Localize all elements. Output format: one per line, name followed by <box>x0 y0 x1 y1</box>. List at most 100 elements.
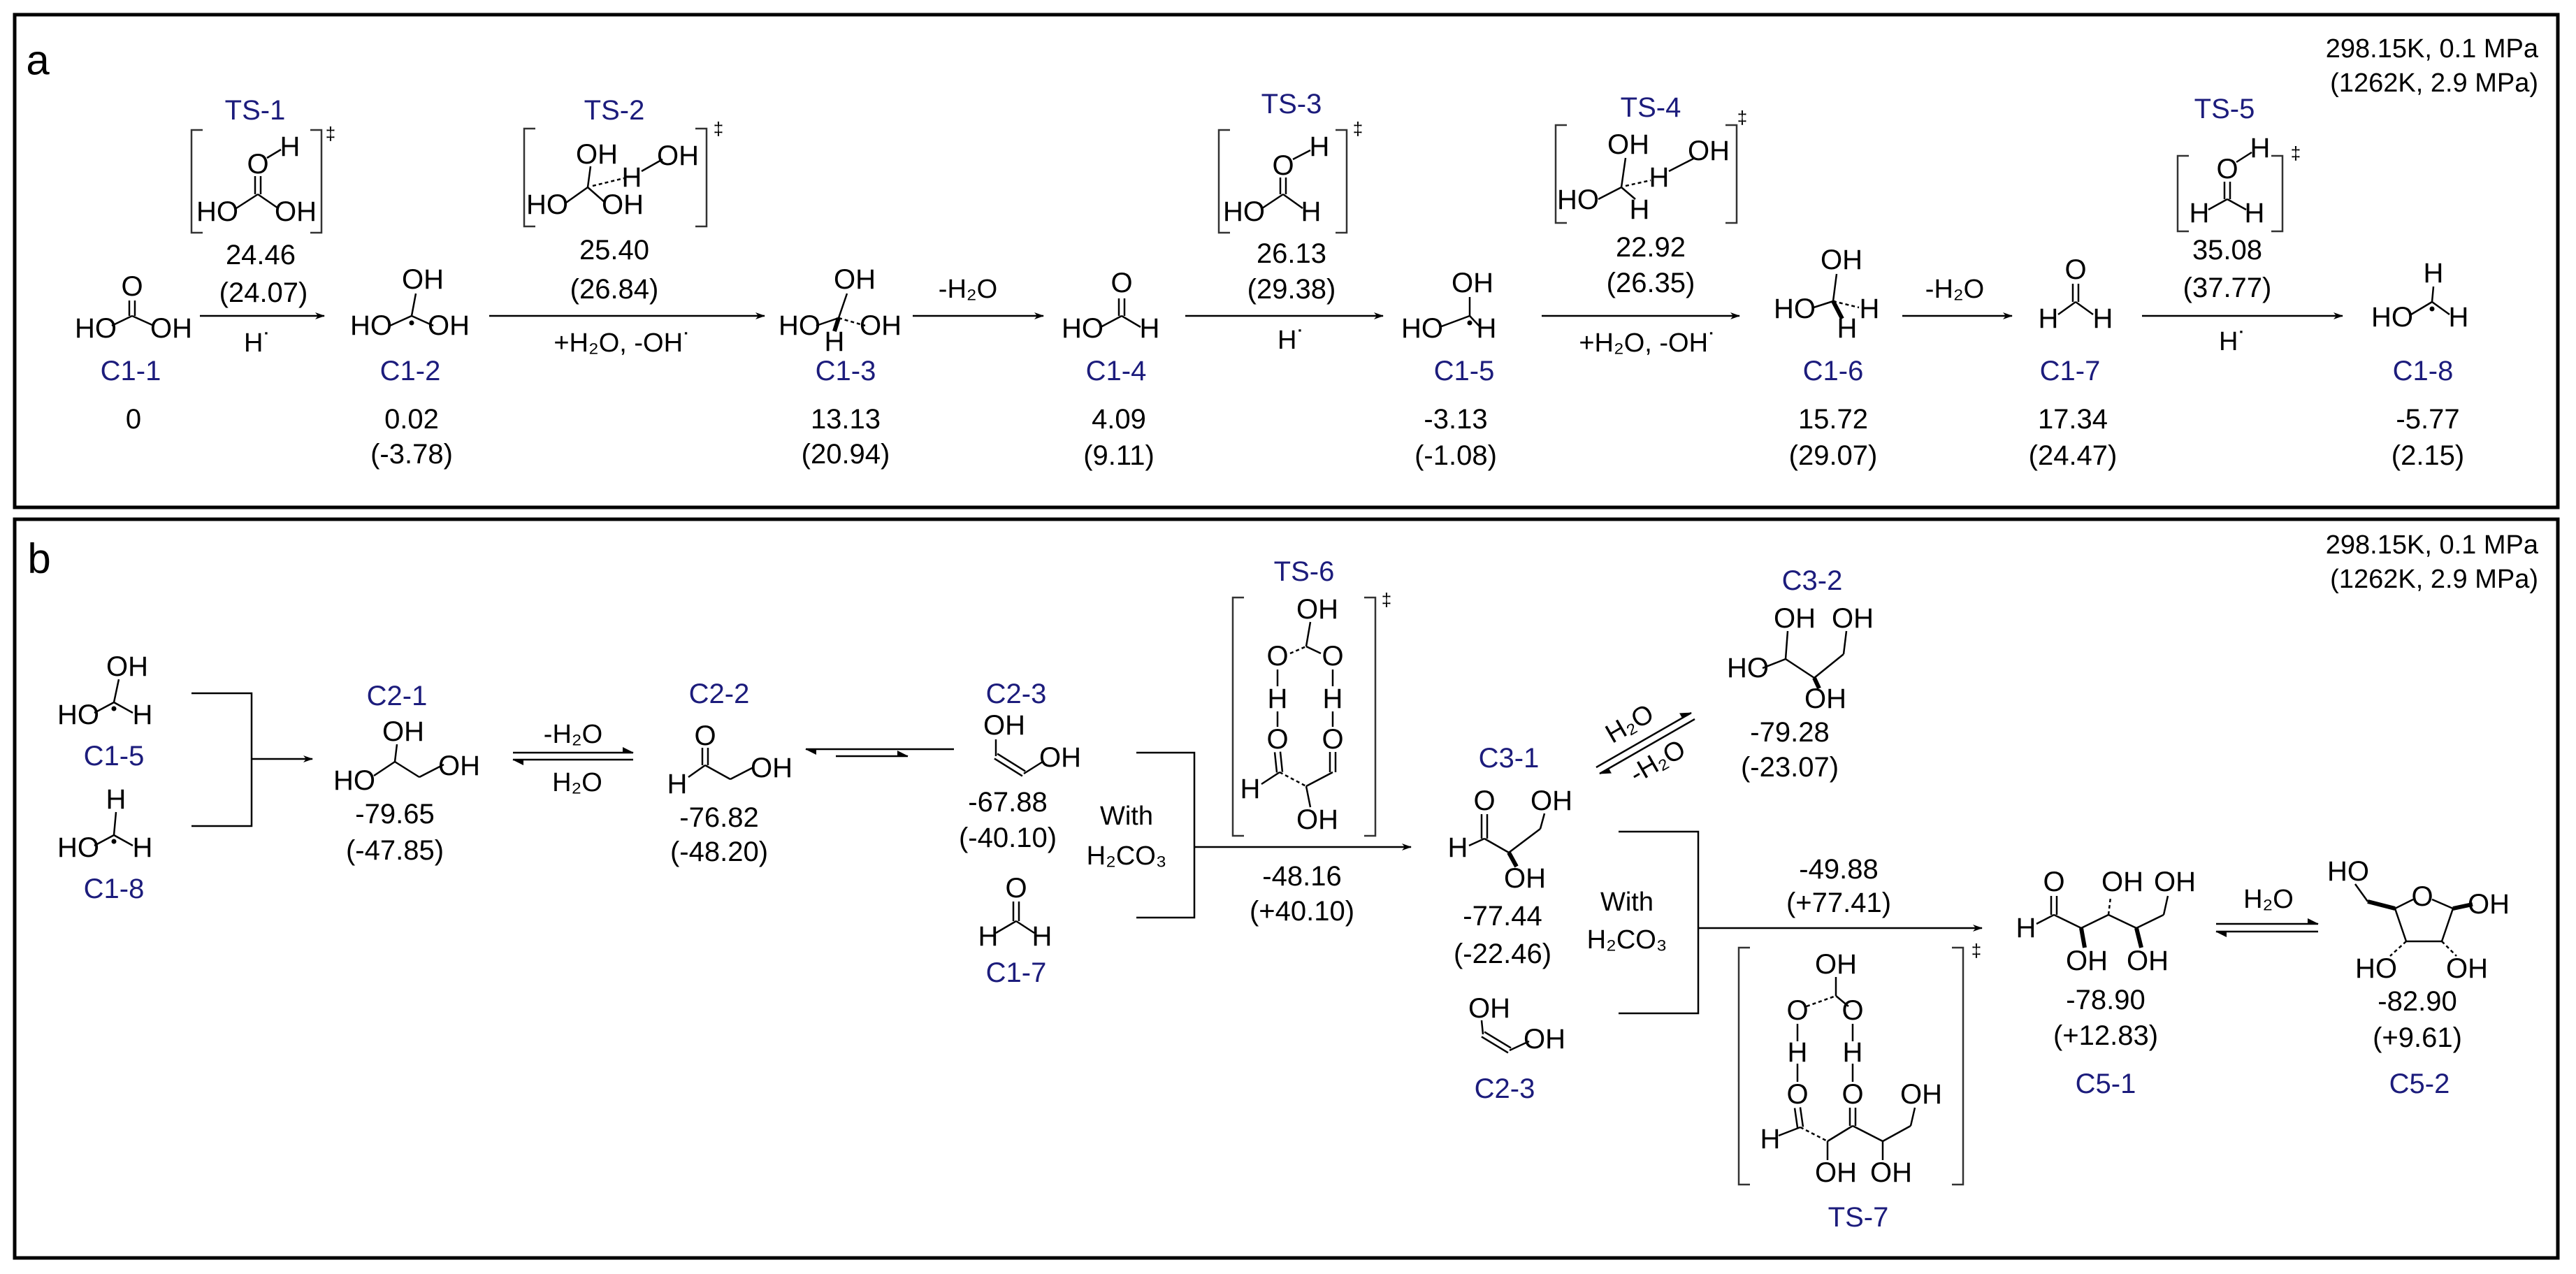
bond <box>236 193 259 210</box>
atom-label: OH <box>1296 594 1338 625</box>
atom-label: O <box>2411 881 2433 912</box>
atom-label: OH <box>602 189 644 220</box>
atom-label: H <box>2190 198 2210 229</box>
bond <box>1261 193 1284 210</box>
atom-label: O <box>2043 867 2064 897</box>
double-dagger-symbol: ‡ <box>326 123 335 144</box>
atom-label: OH <box>438 751 480 781</box>
atom-label: O <box>1322 641 1343 672</box>
energy-standard: -5.77 <box>2396 404 2459 435</box>
reaction-condition: H₂CO₃ <box>1087 841 1167 871</box>
compound-label: C1-5 <box>1434 356 1495 386</box>
atom-label: OH <box>1607 129 1649 160</box>
bond <box>1015 920 1035 934</box>
reaction-condition: H₂O <box>1600 699 1658 749</box>
atom-label: HO <box>333 765 375 796</box>
atom-label: O <box>247 149 268 180</box>
atom-label: OH <box>1900 1079 1942 1110</box>
atom-label: OH <box>1821 245 1862 275</box>
equilibrium-reverse <box>1599 718 1695 775</box>
ts-bracket-right <box>1725 124 1738 224</box>
ts-energy-high: (+40.10) <box>1250 896 1354 927</box>
bond <box>2394 908 2408 942</box>
bond <box>257 193 279 210</box>
energy-high: (29.07) <box>1789 440 1878 471</box>
double-dagger-symbol: ‡ <box>1353 118 1363 139</box>
atom-label: HO <box>779 310 820 341</box>
bond <box>2431 286 2435 303</box>
bond <box>1539 813 1546 830</box>
compound-label: C1-8 <box>2393 356 2454 386</box>
ts-energy-standard: 26.13 <box>1257 238 1326 269</box>
compound-label: C2-3 <box>1475 1073 1535 1104</box>
bond <box>389 314 412 327</box>
energy-high: (+12.83) <box>2053 1020 2158 1051</box>
atom-label: O <box>1266 724 1288 755</box>
bond <box>1282 193 1303 210</box>
atom-label: OH <box>1815 1157 1857 1188</box>
compound-label: C3-2 <box>1782 565 1843 596</box>
atom-label: HO <box>1774 294 1816 324</box>
atom-label: HO <box>526 189 568 220</box>
energy-standard: -67.88 <box>968 787 1047 818</box>
atom-label: HO <box>196 196 238 227</box>
transition-state-label: TS-5 <box>2194 94 2255 124</box>
bond <box>94 701 115 714</box>
reaction-condition: -H₂O <box>939 275 997 304</box>
atom-label: HO <box>1401 313 1443 344</box>
partial-bond <box>592 177 625 187</box>
ts-energy-standard: 24.46 <box>226 240 296 270</box>
atom-label: OH <box>1870 1157 1912 1188</box>
bond <box>1439 314 1470 328</box>
bond <box>2136 913 2164 929</box>
atom-label: OH <box>860 310 902 341</box>
atom-label: H <box>280 131 301 162</box>
bond <box>410 293 417 317</box>
transition-state-label: TS-3 <box>1261 89 1322 120</box>
energy-high: (9.11) <box>1083 440 1155 471</box>
bond <box>1121 314 1141 328</box>
bond <box>2410 301 2433 316</box>
bond <box>1909 1107 1916 1127</box>
reaction-condition: -H₂O <box>1625 734 1691 790</box>
atom-label: OH <box>150 313 192 344</box>
double-dagger-symbol: ‡ <box>2291 143 2301 164</box>
bond <box>2208 198 2228 211</box>
compound-label: C1-5 <box>84 741 145 772</box>
atom-label: HO <box>75 313 117 344</box>
compound-label: C1-7 <box>2040 356 2101 386</box>
atom-label: H <box>1649 162 1670 193</box>
wedge-bond <box>2367 899 2396 911</box>
atom-label: OH <box>1452 268 1493 298</box>
atom-label: O <box>1266 641 1288 672</box>
energy-high: (+9.61) <box>2373 1022 2462 1053</box>
energy-standard: -3.13 <box>1424 404 1487 435</box>
energy-high: (-3.78) <box>370 439 453 470</box>
atom-label: H <box>622 162 642 193</box>
arrow-layer <box>191 312 2343 1015</box>
double-bond <box>997 753 1026 772</box>
bond <box>586 166 592 188</box>
compound-label: C1-6 <box>1803 356 1864 386</box>
radical-dot <box>111 839 117 844</box>
atom-label: OH <box>1524 1024 1565 1055</box>
panel-label-a: a <box>26 37 50 84</box>
atom-label: O <box>1005 873 1027 904</box>
radical-dot <box>409 320 414 326</box>
atom-label: OH <box>2101 867 2143 897</box>
combine-bracket <box>1619 830 1700 1015</box>
compound-label: C1-8 <box>84 874 145 904</box>
atom-label: OH <box>1832 603 1874 634</box>
reaction-condition: H˙ <box>244 328 272 358</box>
ts-bracket-left <box>2176 154 2189 233</box>
atom-label: H <box>1140 313 1160 344</box>
atom-label: H <box>1310 131 1330 162</box>
combine-bracket <box>191 692 253 827</box>
bond <box>94 834 115 847</box>
conditions-standard: 298.15K, 0.1 MPa <box>2326 530 2539 560</box>
double-bond <box>1793 1108 1799 1128</box>
ts-energy-standard: 22.92 <box>1616 232 1686 263</box>
atom-label: H <box>1837 313 1858 344</box>
bond <box>1814 653 1844 679</box>
bond <box>2431 898 2454 910</box>
